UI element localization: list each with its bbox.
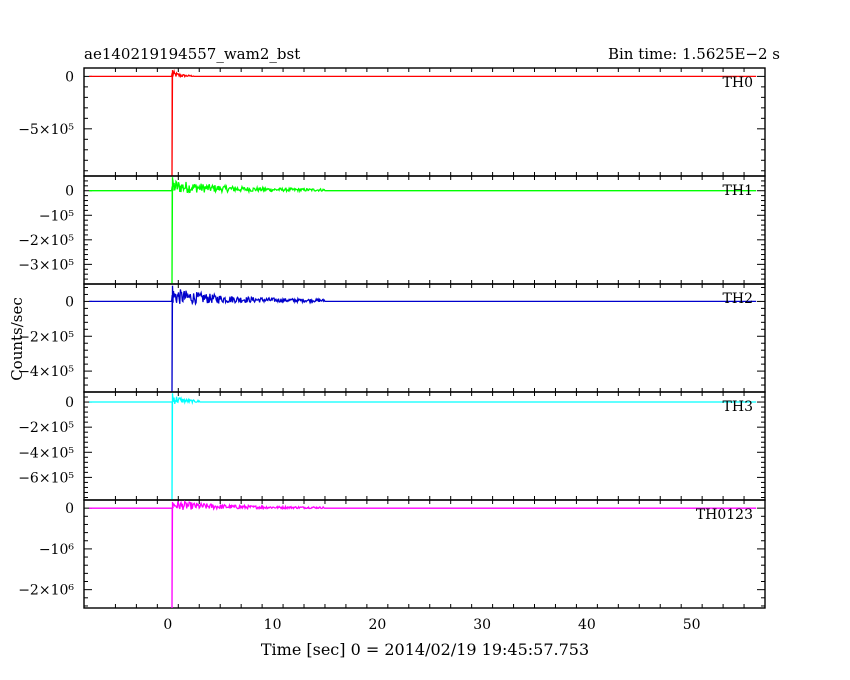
y-tick-label: −5×10⁵ <box>18 122 74 138</box>
y-tick-label: −2×10⁵ <box>18 233 74 249</box>
y-tick-label: −2×10⁶ <box>18 583 74 599</box>
x-tick-label: 40 <box>578 617 596 633</box>
y-tick-label: −10⁵ <box>39 208 75 224</box>
y-axis-label: Counts/sec <box>8 297 26 381</box>
panel-label-th3: TH3 <box>723 399 753 415</box>
panel-label-th2: TH2 <box>723 291 753 307</box>
panel-label-th0123: TH0123 <box>696 507 753 523</box>
x-tick-label: 10 <box>264 617 282 633</box>
x-tick-label: 20 <box>368 617 386 633</box>
series-line-th0123 <box>89 499 757 609</box>
y-tick-label: −10⁶ <box>39 542 75 558</box>
y-tick-label: −4×10⁵ <box>18 445 74 461</box>
series-line-th3 <box>89 393 757 501</box>
y-tick-label: −2×10⁵ <box>18 420 74 436</box>
y-tick-label: 0 <box>65 294 74 310</box>
y-tick-label: 0 <box>65 69 74 85</box>
x-tick-label: 50 <box>683 617 701 633</box>
panel-frame-th3 <box>83 391 766 501</box>
panel-label-th1: TH1 <box>723 183 753 199</box>
panel-frame-th1 <box>83 175 766 285</box>
y-tick-label: −2×10⁵ <box>18 329 74 345</box>
series-line-th0 <box>89 68 757 177</box>
x-tick-label: 30 <box>473 617 491 633</box>
chart-title: ae140219194557_wam2_bst <box>84 45 301 63</box>
x-axis-label: Time [sec] 0 = 2014/02/19 19:45:57.753 <box>260 640 590 659</box>
y-tick-label: 0 <box>65 501 74 517</box>
x-tick-label: 0 <box>163 617 172 633</box>
series-line-th2 <box>89 285 757 393</box>
panel-frame-th0 <box>83 67 766 177</box>
panel-frame-th0123 <box>83 499 766 609</box>
panel-label-th0: TH0 <box>723 75 753 91</box>
y-tick-label: −6×10⁵ <box>18 470 74 486</box>
y-tick-label: −4×10⁵ <box>18 364 74 380</box>
y-tick-label: 0 <box>65 395 74 411</box>
y-tick-label: −3×10⁵ <box>18 257 74 273</box>
bin-time-label: Bin time: 1.5625E−2 s <box>607 45 780 63</box>
y-tick-label: 0 <box>65 184 74 200</box>
panel-frame-th2 <box>83 283 766 393</box>
series-line-th1 <box>89 177 757 285</box>
